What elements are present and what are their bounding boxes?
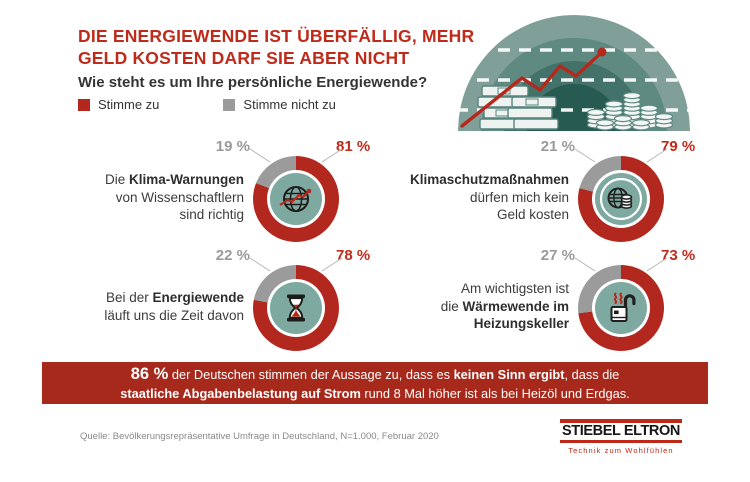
banknote-stacks-icon [477, 85, 559, 130]
banner-stat-value: 86 % [130, 365, 169, 383]
agree-percent-label: 79 % [661, 138, 696, 155]
banner-line2: staatliche Abgabenbelastung auf Strom ru… [120, 386, 630, 401]
heating-boiler-icon [610, 292, 636, 322]
legend-item-disagree: Stimme nicht zu [223, 97, 336, 112]
legend-item-agree: Stimme zu [78, 97, 159, 112]
statement-line: die Wärmewende im [440, 298, 569, 314]
statement-line: sind richtig [179, 207, 244, 222]
highlight-stat-banner: 86 % der Deutschen stimmen der Aussage z… [42, 362, 708, 404]
statement-line: Die Klima-Warnungen [104, 172, 244, 187]
money-globe-icon [599, 177, 643, 221]
globe-trend-icon [279, 186, 312, 212]
statement-klima-warnungen: Die Klima-Warnungen von Wissenschaftlern… [50, 171, 244, 224]
statement-line: Heizungskeller [473, 316, 569, 331]
statement-klimaschutz: Klimaschutzmaßnahmen dürfen mich kein Ge… [375, 171, 569, 224]
statement-line: läuft uns die Zeit davon [104, 307, 244, 323]
callout-line-right [321, 257, 343, 272]
donut-core [270, 282, 322, 334]
disagree-percent-label: 19 % [215, 138, 250, 155]
logo-tagline: Technik zum Wohlfühlen [568, 445, 674, 455]
rising-trend-arrow-icon [460, 47, 607, 128]
legend-disagree-label: Stimme nicht zu [243, 97, 336, 112]
dome-rings [458, 15, 690, 131]
agree-percent-label: 81 % [336, 138, 371, 155]
donut-chart-energiewende-zeit [253, 265, 339, 351]
callout-line-right [646, 257, 668, 272]
logo-top-bar [560, 419, 682, 423]
chart-legend: Stimme zu Stimme nicht zu [78, 97, 336, 112]
donut-cell-klima-warnungen: 19 % 81 % [20, 138, 400, 253]
callout-line-left [574, 257, 596, 272]
statement-line: Bei der Energiewende [105, 290, 244, 305]
donut-cell-waermewende: 27 % 73 % Am wichtigsten ist die Wärmewe… [345, 247, 725, 362]
hourglass-icon [287, 294, 305, 322]
donut-chart-klima-warnungen [253, 156, 339, 242]
agree-percent-label: 73 % [661, 247, 696, 264]
disagree-percent-label: 21 % [540, 138, 575, 155]
statement-line: Am wichtigsten ist [460, 281, 569, 296]
title-line1: DIE ENERGIEWENDE IST ÜBERFÄLLIG, MEHR [78, 26, 475, 46]
donut-core [595, 282, 647, 334]
rising-energy-costs-illustration [458, 15, 690, 131]
logo-bottom-bar [560, 440, 682, 443]
statement-line: Klimaschutzmaßnahmen [409, 172, 569, 187]
agree-percent-label: 78 % [336, 247, 371, 264]
source-note: Quelle: Bevölkerungsrepräsentative Umfra… [80, 431, 439, 442]
callout-line-left [574, 148, 596, 163]
disagree-swatch-icon [223, 98, 236, 111]
disagree-percent-label: 22 % [215, 247, 250, 264]
donut-cell-energiewende-zeit: 22 % 78 % Bei der Energiewende läuft uns… [20, 247, 400, 362]
donut-cell-klimaschutz: 21 % 79 % [345, 138, 725, 253]
statement-line: dürfen mich kein [469, 189, 569, 205]
callout-line-right [646, 148, 668, 163]
title-line2: GELD KOSTEN DARF SIE ABER NICHT [78, 47, 410, 68]
callout-line-left [249, 148, 271, 163]
statement-waermewende: Am wichtigsten ist die Wärmewende im Hei… [375, 280, 569, 333]
disagree-percent-label: 27 % [540, 247, 575, 264]
legend-agree-label: Stimme zu [98, 97, 160, 112]
subtitle: Wie steht es um Ihre persönliche Energie… [78, 74, 428, 91]
callout-line-left [249, 257, 271, 272]
donut-core [595, 173, 647, 225]
callout-line-right [321, 148, 343, 163]
banner-line1: 86 % der Deutschen stimmen der Aussage z… [130, 365, 620, 383]
stiebel-eltron-logo: STIEBEL ELTRON Technik zum Wohlfühlen [560, 419, 682, 455]
donut-chart-klimaschutz [578, 156, 664, 242]
coin-stacks-icon [586, 91, 674, 131]
page-title: DIE ENERGIEWENDE IST ÜBERFÄLLIG, MEHR GE… [78, 26, 474, 69]
donut-chart-waermewende [578, 265, 664, 351]
statement-energiewende-zeit: Bei der Energiewende läuft uns die Zeit … [50, 289, 244, 324]
donut-core [270, 173, 322, 225]
agree-swatch-icon [78, 98, 90, 111]
statement-line: Geld kosten [496, 207, 569, 222]
statement-line: von Wissenschaftlern [115, 189, 244, 205]
logo-name: STIEBEL ELTRON [562, 423, 680, 439]
